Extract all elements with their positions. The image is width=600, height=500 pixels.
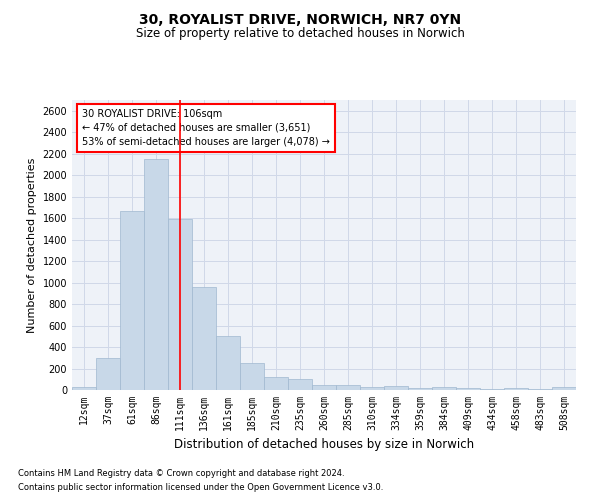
Bar <box>336 384 360 390</box>
Bar <box>144 159 168 390</box>
Bar <box>312 384 336 390</box>
Bar <box>216 336 240 390</box>
Y-axis label: Number of detached properties: Number of detached properties <box>27 158 37 332</box>
Text: Contains HM Land Registry data © Crown copyright and database right 2024.: Contains HM Land Registry data © Crown c… <box>18 468 344 477</box>
Bar <box>168 218 192 390</box>
Bar <box>96 358 120 390</box>
Bar <box>432 388 456 390</box>
Bar <box>504 388 528 390</box>
Bar <box>240 363 264 390</box>
Bar <box>264 377 288 390</box>
Text: Contains public sector information licensed under the Open Government Licence v3: Contains public sector information licen… <box>18 484 383 492</box>
Bar <box>192 287 216 390</box>
Bar <box>408 388 432 390</box>
Bar <box>288 380 312 390</box>
Bar <box>456 388 480 390</box>
Bar <box>552 388 576 390</box>
Bar <box>72 388 96 390</box>
Bar <box>120 210 144 390</box>
Bar <box>360 387 384 390</box>
Bar <box>384 386 408 390</box>
Text: 30 ROYALIST DRIVE: 106sqm
← 47% of detached houses are smaller (3,651)
53% of se: 30 ROYALIST DRIVE: 106sqm ← 47% of detac… <box>82 108 330 146</box>
Text: Size of property relative to detached houses in Norwich: Size of property relative to detached ho… <box>136 28 464 40</box>
Text: 30, ROYALIST DRIVE, NORWICH, NR7 0YN: 30, ROYALIST DRIVE, NORWICH, NR7 0YN <box>139 12 461 26</box>
X-axis label: Distribution of detached houses by size in Norwich: Distribution of detached houses by size … <box>174 438 474 452</box>
